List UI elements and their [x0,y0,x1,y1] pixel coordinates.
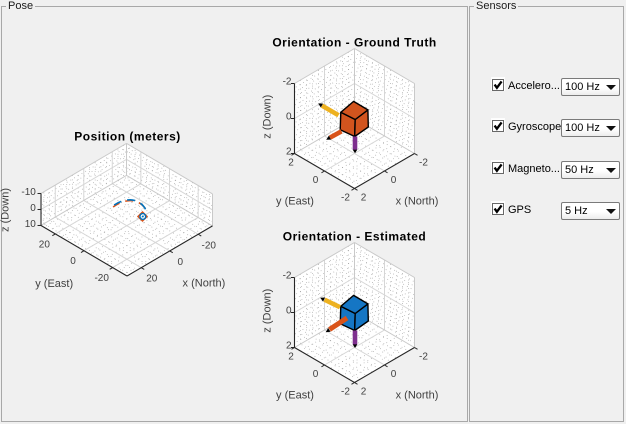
svg-text:x (North): x (North) [396,390,439,402]
svg-text:0: 0 [70,256,76,267]
svg-text:y (East): y (East) [35,278,73,290]
svg-text:2: 2 [288,352,294,363]
svg-text:20: 20 [39,239,51,250]
svg-text:0: 0 [177,257,183,268]
svg-text:y (East): y (East) [276,390,314,402]
svg-text:2: 2 [361,193,367,204]
svg-text:-2: -2 [419,352,428,363]
svg-text:y (East): y (East) [276,196,314,208]
svg-text:-20: -20 [94,273,109,284]
svg-text:z (Down): z (Down) [262,95,274,139]
svg-text:0: 0 [391,175,397,186]
svg-text:-20: -20 [202,240,217,251]
svg-text:0: 0 [313,369,319,380]
svg-text:0: 0 [30,203,36,214]
svg-text:x (North): x (North) [183,278,226,290]
svg-text:0: 0 [286,111,292,122]
svg-text:10: 10 [25,219,37,230]
svg-text:-2: -2 [419,158,428,169]
svg-text:2: 2 [288,158,294,169]
svg-text:z (Down): z (Down) [0,188,12,232]
svg-text:-10: -10 [21,187,36,198]
svg-text:2: 2 [286,146,292,157]
svg-text:0: 0 [286,305,292,316]
svg-text:2: 2 [361,387,367,398]
svg-text:Orientation - Ground Truth: Orientation - Ground Truth [272,35,436,49]
svg-text:-2: -2 [283,76,292,87]
svg-text:x (North): x (North) [396,196,439,208]
svg-text:-2: -2 [283,270,292,281]
svg-text:2: 2 [286,340,292,351]
svg-text:0: 0 [313,175,319,186]
svg-text:Orientation - Estimated: Orientation - Estimated [283,229,427,243]
svg-text:20: 20 [146,274,158,285]
svg-text:0: 0 [391,369,397,380]
svg-text:-2: -2 [341,193,350,204]
svg-text:z (Down): z (Down) [262,289,274,333]
svg-text:Position (meters): Position (meters) [74,130,181,144]
svg-text:-2: -2 [341,387,350,398]
